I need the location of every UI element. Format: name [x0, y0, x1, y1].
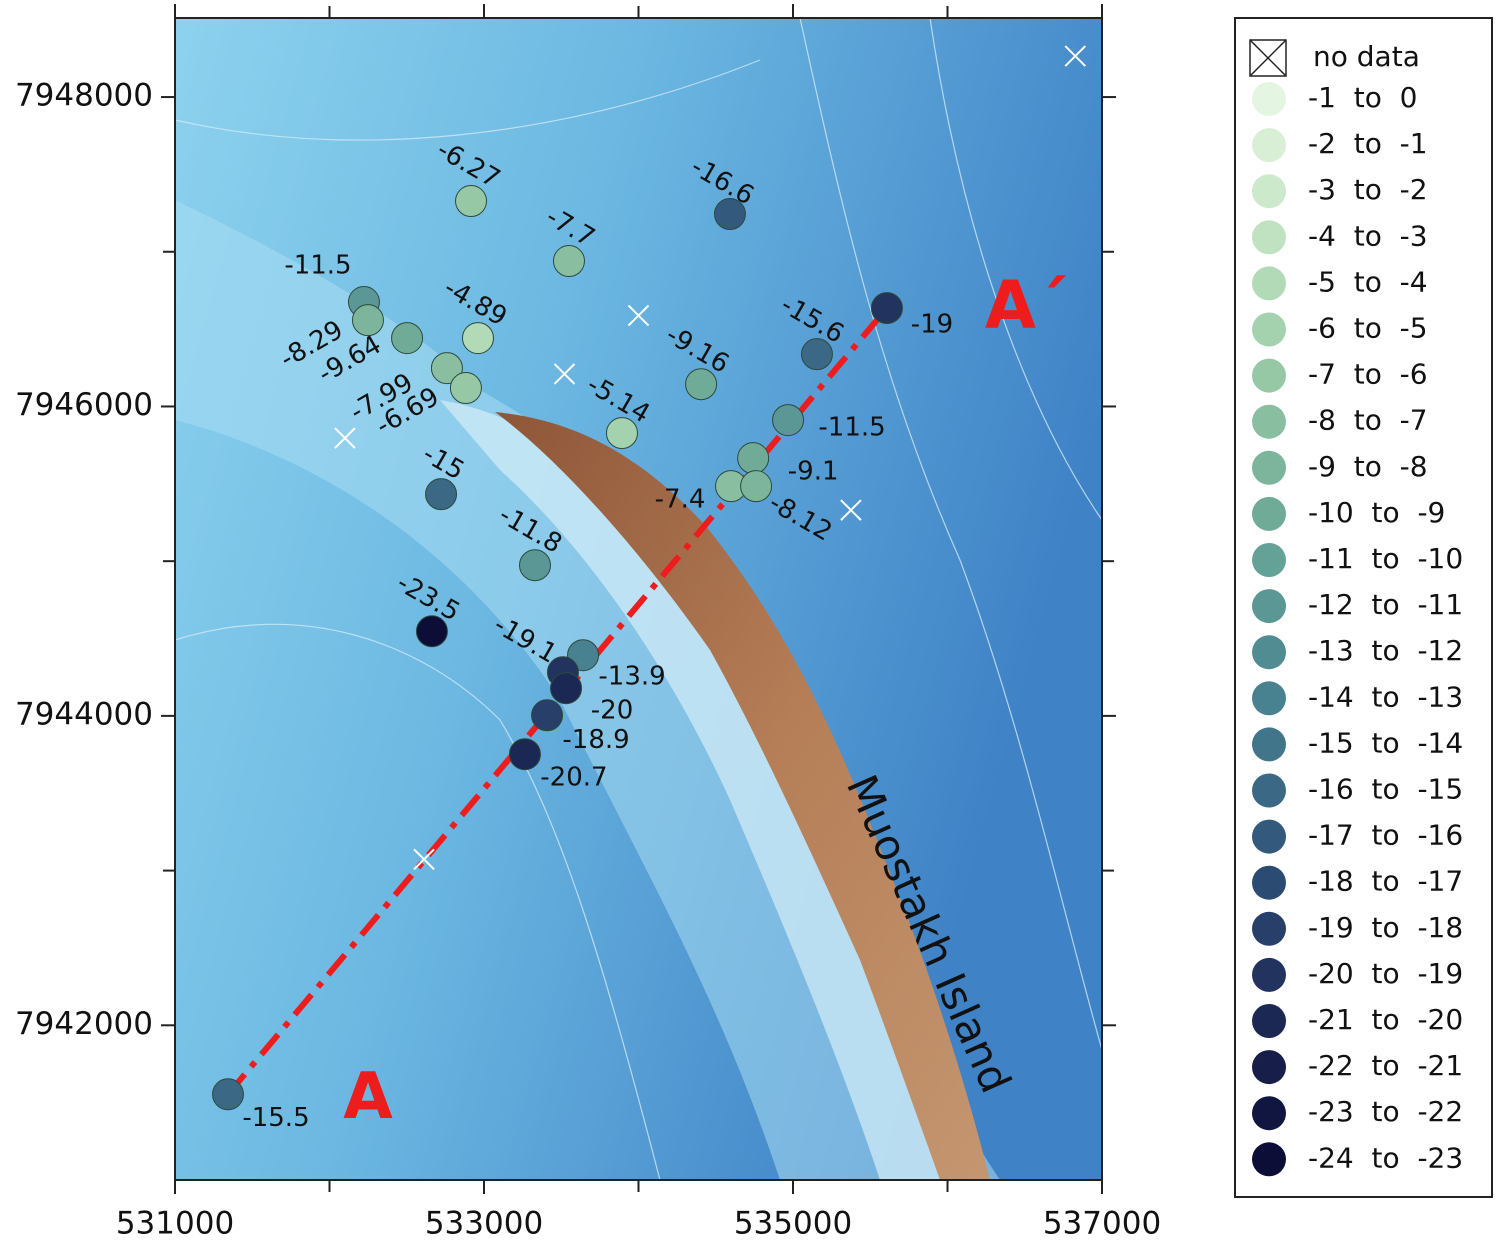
legend-swatch — [1252, 128, 1286, 162]
sample-point — [456, 186, 487, 217]
legend-label: -6 to -5 — [1308, 312, 1428, 345]
legend-label: -10 to -9 — [1308, 496, 1445, 529]
legend-label: -3 to -2 — [1308, 173, 1428, 206]
point-value-label: -11.5 — [284, 251, 351, 281]
legend-label: -2 to -1 — [1308, 127, 1428, 160]
page: 531000 533000 535000 537000 7942000 7944000 79… — [0, 0, 1504, 1249]
legend-label: -18 to -17 — [1308, 865, 1463, 898]
x-tick-label: 537000 — [1043, 1206, 1161, 1242]
legend-swatch — [1252, 820, 1286, 854]
x-tick-label: 533000 — [425, 1206, 543, 1242]
legend-label: -21 to -20 — [1308, 1003, 1463, 1036]
sample-point — [392, 323, 423, 354]
map-figure: 531000 533000 535000 537000 7942000 7944000 79… — [0, 0, 1504, 1245]
legend-swatch — [1252, 958, 1286, 992]
legend-swatch — [1252, 497, 1286, 531]
sample-point — [773, 405, 804, 436]
sample-point — [738, 443, 769, 474]
point-value-label: -13.9 — [598, 662, 665, 692]
sample-point — [741, 471, 772, 502]
point-value-label: -11.5 — [818, 413, 885, 443]
point-value-label: -18.9 — [562, 725, 629, 755]
legend-label: -5 to -4 — [1308, 265, 1428, 298]
legend-label: -4 to -3 — [1308, 219, 1428, 252]
legend-swatch — [1252, 1096, 1286, 1130]
x-tick-label: 531000 — [116, 1206, 234, 1242]
point-value-label: -19 — [911, 310, 953, 340]
legend-label: -7 to -6 — [1308, 358, 1428, 391]
legend-label: -1 to 0 — [1308, 81, 1417, 114]
legend-swatch — [1252, 266, 1286, 300]
legend-swatch — [1252, 1050, 1286, 1084]
sample-point — [450, 373, 481, 404]
profile-start-label: A — [343, 1060, 393, 1134]
legend-label: -12 to -11 — [1308, 588, 1463, 621]
legend-label: -16 to -15 — [1308, 773, 1463, 806]
sample-point — [551, 673, 582, 704]
point-value-label: -20.7 — [540, 763, 607, 793]
legend-swatch — [1252, 1004, 1286, 1038]
legend-label: -19 to -18 — [1308, 911, 1463, 944]
legend-label: -14 to -13 — [1308, 680, 1463, 713]
legend-swatch — [1252, 635, 1286, 669]
sample-point — [212, 1079, 243, 1110]
point-value-label: -15.5 — [242, 1103, 309, 1133]
legend-swatch — [1252, 866, 1286, 900]
legend-swatch — [1252, 1142, 1286, 1176]
point-value-label: -7.4 — [655, 485, 706, 515]
legend-label: -15 to -14 — [1308, 726, 1463, 759]
legend-label: -11 to -10 — [1308, 542, 1463, 575]
sample-point — [871, 293, 902, 324]
legend-label: -8 to -7 — [1308, 404, 1428, 437]
legend-swatch — [1252, 313, 1286, 347]
y-tick-label: 7946000 — [15, 387, 153, 423]
legend-no-data-label: no data — [1313, 40, 1420, 73]
y-tick-label: 7944000 — [15, 696, 153, 732]
point-value-label: -20 — [591, 696, 633, 726]
legend-swatch — [1252, 451, 1286, 485]
point-value-label: -9.1 — [788, 457, 839, 487]
legend-swatch — [1252, 543, 1286, 577]
legend-swatch — [1252, 405, 1286, 439]
legend-swatch — [1252, 912, 1286, 946]
legend-swatch — [1252, 681, 1286, 715]
sample-point — [509, 739, 540, 770]
legend-swatch — [1252, 774, 1286, 808]
legend-swatch — [1252, 82, 1286, 116]
legend-label: -9 to -8 — [1308, 450, 1428, 483]
legend-swatch — [1252, 174, 1286, 208]
legend-label: -20 to -19 — [1308, 957, 1463, 990]
legend-swatch — [1252, 727, 1286, 761]
legend-label: -23 to -22 — [1308, 1095, 1463, 1128]
legend-swatch — [1252, 220, 1286, 254]
legend-label: -17 to -16 — [1308, 819, 1463, 852]
legend-label: -24 to -23 — [1308, 1141, 1463, 1174]
y-tick-label: 7948000 — [15, 78, 153, 114]
legend-swatch — [1252, 589, 1286, 623]
y-tick-label: 7942000 — [15, 1006, 153, 1042]
profile-end-label: A´ — [985, 267, 1069, 344]
legend-label: -13 to -12 — [1308, 634, 1463, 667]
legend-swatch — [1252, 359, 1286, 393]
sample-point — [532, 700, 563, 731]
x-tick-label: 535000 — [734, 1206, 852, 1242]
legend-label: -22 to -21 — [1308, 1049, 1463, 1082]
